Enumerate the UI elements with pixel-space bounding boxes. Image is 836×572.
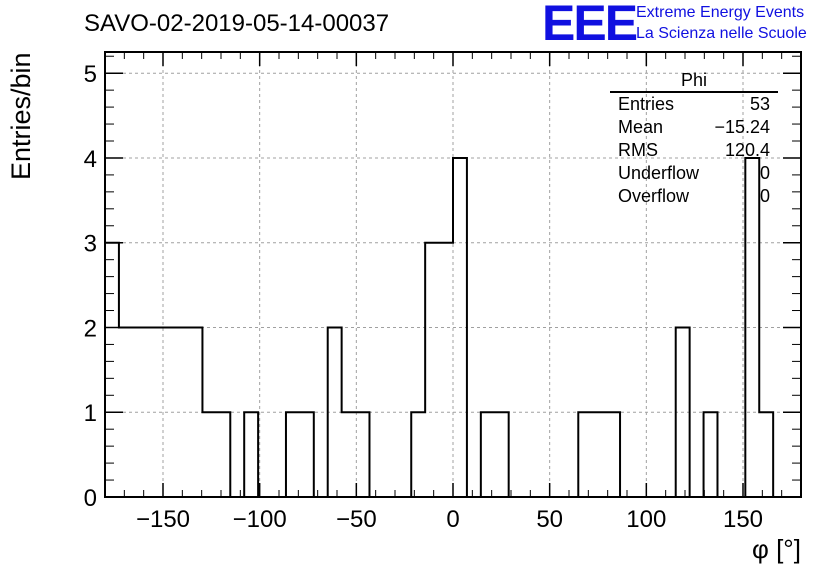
y-tick-label: 0 <box>84 485 97 512</box>
histogram-bar <box>759 412 773 497</box>
y-tick-labels: 0 1 2 3 4 5 <box>84 61 97 512</box>
x-tick-label: −150 <box>136 506 190 533</box>
histogram-bar <box>425 243 453 497</box>
logo-tagline-1: Extreme Energy Events <box>636 4 805 21</box>
logo-tagline-2: La Scienza nelle Scuole <box>636 25 807 42</box>
histogram-bars <box>105 158 773 497</box>
stats-label: RMS <box>618 140 658 160</box>
y-tick-label: 4 <box>84 146 97 173</box>
stats-row-entries: Entries 53 <box>610 93 778 116</box>
stats-row-underflow: Underflow 0 <box>610 162 778 185</box>
histogram-bar <box>342 412 370 497</box>
stats-title: Phi <box>610 70 778 93</box>
stats-row-mean: Mean −15.24 <box>610 116 778 139</box>
stats-value: 120.4 <box>724 140 770 160</box>
y-tick-label: 5 <box>84 61 97 88</box>
y-tick-label: 2 <box>84 315 97 342</box>
histogram-bar <box>411 412 425 497</box>
x-tick-label: 0 <box>446 506 459 533</box>
stats-value: 0 <box>759 186 770 206</box>
x-tick-label: 100 <box>626 506 666 533</box>
stats-value: 0 <box>759 163 770 183</box>
x-axis-label: φ [°] <box>752 534 801 564</box>
histogram-bar <box>286 412 314 497</box>
histogram-outline <box>104 156 801 498</box>
stats-box: Phi Entries 53 Mean −15.24 RMS 120.4 Und… <box>610 70 778 208</box>
stats-label: Mean <box>618 117 664 137</box>
eee-logo: EEE <box>542 0 638 51</box>
stats-label: Underflow <box>618 163 700 183</box>
histogram-bar <box>202 412 230 497</box>
stats-label: Overflow <box>618 186 690 206</box>
axis-ticks <box>105 52 801 498</box>
stats-row-rms: RMS 120.4 <box>610 139 778 162</box>
y-tick-label: 1 <box>84 400 97 427</box>
histogram-bar <box>704 412 718 497</box>
y-tick-label: 3 <box>84 231 97 258</box>
stats-label: Entries <box>618 94 675 114</box>
histogram-bar <box>578 412 620 497</box>
y-axis-label: Entries/bin <box>6 52 36 180</box>
x-tick-label: 50 <box>536 506 563 533</box>
stats-value: 53 <box>749 94 770 114</box>
x-tick-label: −50 <box>336 506 377 533</box>
histogram-bar <box>244 412 258 497</box>
x-tick-label: 150 <box>723 506 763 533</box>
x-tick-labels: −150 −100 −50 0 50 100 150 <box>136 506 763 533</box>
x-tick-label: −100 <box>233 506 287 533</box>
chart-title: SAVO-02-2019-05-14-00037 <box>84 10 390 37</box>
stats-row-overflow: Overflow 0 <box>610 185 778 208</box>
histogram-bar <box>105 243 119 497</box>
stats-value: −15.24 <box>714 117 770 137</box>
histogram-bar <box>481 412 509 497</box>
